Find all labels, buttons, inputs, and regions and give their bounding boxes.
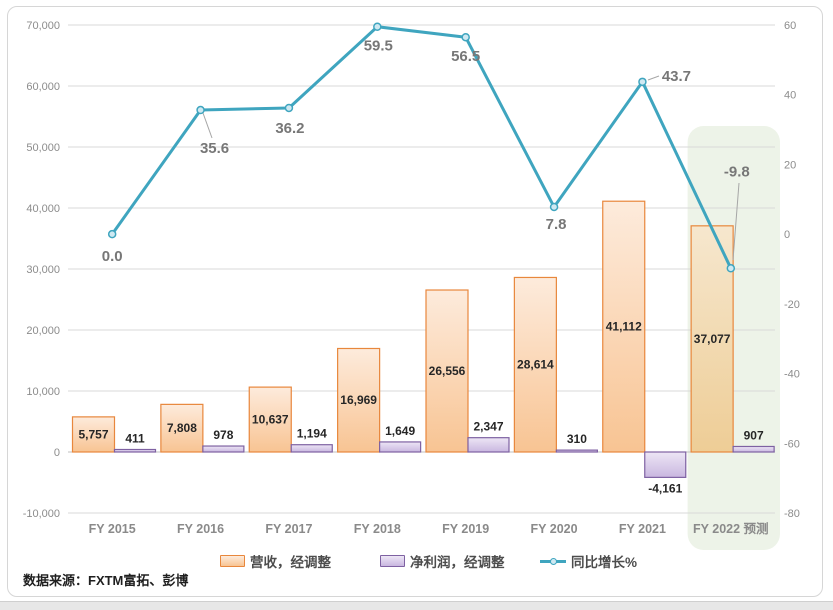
growth-marker[interactable]	[638, 77, 647, 87]
growth-marker[interactable]	[196, 105, 205, 115]
revenue-bar-label: 37,077	[694, 332, 731, 346]
left-axis-tick: 70,000	[26, 20, 60, 32]
growth-marker[interactable]	[373, 22, 382, 31]
revenue-bar[interactable]	[425, 289, 469, 453]
profit-bar[interactable]	[379, 441, 422, 453]
legend-label-growth: 同比增长%	[571, 555, 638, 570]
profit-bar-label: 2,347	[473, 420, 503, 434]
revenue-bar-label: 7,808	[167, 421, 197, 435]
growth-point-label: 35.6	[200, 140, 229, 157]
growth-line-swatch-icon	[540, 556, 566, 566]
profit-bar-label: 1,194	[297, 427, 327, 441]
revenue-bar-label: 5,757	[78, 427, 108, 441]
left-axis-tick: -10,000	[23, 508, 60, 520]
revenue-swatch-icon	[220, 555, 245, 567]
profit-bar-label: 310	[567, 432, 587, 446]
profit-bar[interactable]	[555, 449, 598, 453]
growth-marker[interactable]	[726, 264, 736, 273]
profit-bar[interactable]	[732, 445, 775, 453]
legend-label-profit: 净利润，经调整	[410, 555, 505, 570]
growth-point-label: -9.8	[724, 163, 750, 180]
window-edge	[0, 601, 833, 610]
profit-bar-label: 411	[125, 431, 145, 445]
category-label: FY 2020	[531, 522, 578, 536]
legend: 营收，经调整 净利润，经调整 同比增长%	[0, 551, 833, 573]
left-axis-tick: 40,000	[26, 203, 60, 215]
left-axis-tick: 50,000	[26, 142, 60, 154]
source-note: 数据来源：FXTM富拓、彭博	[23, 573, 189, 588]
left-axis-tick: 0	[54, 447, 60, 459]
profit-bar[interactable]	[290, 444, 333, 453]
revenue-bar[interactable]	[160, 403, 204, 453]
right-axis-tick: 0	[784, 229, 790, 241]
profit-bar-label: -4,161	[648, 481, 682, 495]
revenue-bar[interactable]	[513, 276, 557, 453]
revenue-bar-label: 16,969	[340, 393, 377, 407]
right-axis-tick: -60	[784, 438, 800, 450]
revenue-bar[interactable]	[337, 347, 381, 453]
category-label: FY 2019	[442, 522, 489, 536]
profit-bar[interactable]	[113, 448, 157, 453]
label-leader-line	[202, 112, 213, 139]
left-axis-tick: 20,000	[26, 325, 60, 337]
profit-swatch-icon	[380, 555, 405, 567]
growth-point-label: 0.0	[102, 248, 123, 265]
category-label: FY 2015	[89, 522, 136, 536]
revenue-bar-label: 10,637	[252, 413, 289, 427]
category-label: FY 2017	[265, 522, 312, 536]
left-axis-tick: 10,000	[26, 386, 60, 398]
revenue-bar[interactable]	[71, 416, 116, 453]
growth-point-label: 59.5	[364, 38, 393, 55]
legend-label-revenue: 营收，经调整	[250, 555, 331, 570]
growth-marker[interactable]	[284, 103, 294, 113]
growth-marker[interactable]	[107, 229, 117, 239]
growth-line[interactable]	[110, 25, 733, 270]
growth-point-label: 43.7	[662, 68, 691, 85]
profit-bar-label: 1,649	[385, 424, 415, 438]
growth-point-label: 56.5	[451, 48, 480, 65]
right-axis-tick: 60	[784, 20, 796, 32]
left-axis-tick: 60,000	[26, 81, 60, 93]
profit-bar[interactable]	[644, 451, 687, 478]
chart-frame	[7, 6, 823, 597]
revenue-bar-label: 28,614	[517, 358, 554, 372]
revenue-bar-label: 26,556	[429, 364, 466, 378]
profit-bar-label: 978	[213, 428, 233, 442]
left-axis-tick: 30,000	[26, 264, 60, 276]
profit-bar[interactable]	[467, 437, 510, 453]
right-axis-tick: -40	[784, 369, 800, 381]
revenue-bar[interactable]	[602, 200, 646, 453]
growth-marker[interactable]	[461, 32, 470, 42]
revenue-bar[interactable]	[690, 225, 734, 453]
legend-item-growth[interactable]: 同比增长%	[540, 551, 637, 571]
growth-point-label: 7.8	[546, 216, 567, 233]
right-axis-tick: 40	[784, 90, 796, 102]
legend-item-profit[interactable]: 净利润，经调整	[380, 551, 505, 571]
right-axis-tick: -20	[784, 299, 800, 311]
growth-marker[interactable]	[549, 202, 559, 212]
category-label: FY 2022 预测	[693, 521, 769, 536]
label-leader-line	[732, 182, 740, 261]
revenue-bar-label: 41,112	[606, 320, 642, 334]
category-label: FY 2016	[177, 522, 224, 536]
category-label: FY 2021	[619, 522, 666, 536]
right-axis-tick: -80	[784, 508, 800, 520]
profit-bar[interactable]	[202, 445, 245, 453]
right-axis-tick: 20	[784, 159, 796, 171]
growth-point-label: 36.2	[275, 120, 304, 137]
revenue-bar[interactable]	[248, 386, 292, 453]
category-label: FY 2018	[354, 522, 401, 536]
label-leader-line	[647, 75, 660, 81]
legend-item-revenue[interactable]: 营收，经调整	[220, 551, 331, 571]
profit-bar-label: 907	[744, 428, 764, 442]
